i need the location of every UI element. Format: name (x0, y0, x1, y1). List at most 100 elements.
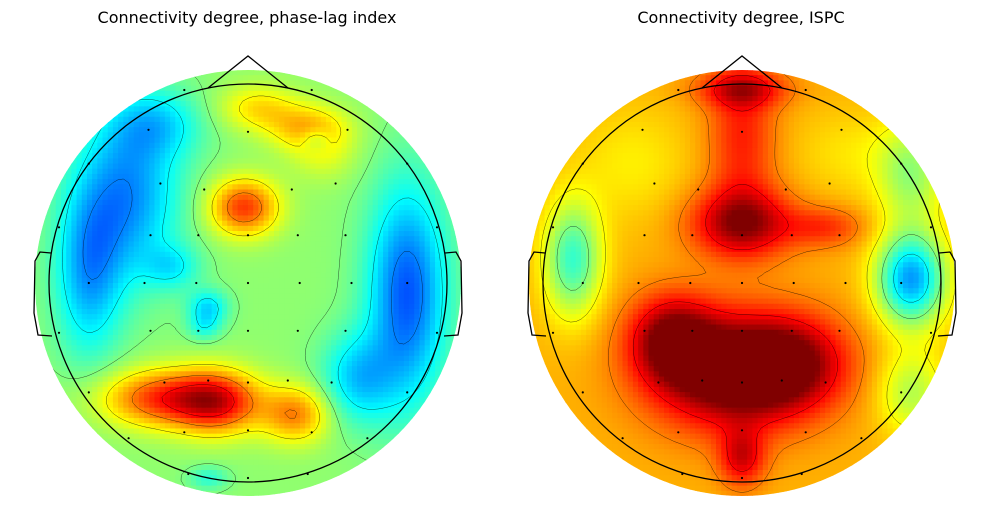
electrode-marker (290, 188, 293, 191)
electrode-marker (246, 130, 250, 133)
electrode-marker (246, 234, 250, 237)
nose-outline (207, 55, 289, 89)
electrode-marker (689, 281, 692, 285)
electrode-marker (296, 329, 299, 332)
electrode-marker (183, 431, 186, 434)
electrode-marker (149, 329, 152, 332)
electrode-marker (143, 281, 146, 285)
electrode-marker (87, 281, 90, 285)
electrode-marker (296, 234, 299, 237)
electrode-marker (677, 431, 680, 434)
electrode-marker (581, 281, 584, 285)
electrode-marker (298, 281, 301, 285)
electrode-marker (149, 234, 152, 237)
electrode-marker (929, 226, 933, 229)
electrode-marker (790, 234, 793, 237)
electrode-marker (740, 130, 744, 133)
electrode-marker (740, 329, 744, 332)
topomap-panel-phase-lag-index: Connectivity degree, phase-lag index (0, 0, 494, 506)
electrode-marker (740, 476, 744, 480)
electrode-marker (581, 391, 584, 394)
electrode-marker (366, 437, 369, 440)
electrode-marker (344, 234, 347, 237)
electrode-marker (929, 331, 933, 334)
chart-title: Connectivity degree, phase-lag index (97, 8, 397, 27)
electrode-marker (643, 329, 646, 332)
electrode-marker (691, 329, 694, 332)
electrode-marker (406, 391, 409, 394)
electrode-marker (87, 391, 90, 394)
electrode-marker (838, 234, 841, 237)
chart-title: Connectivity degree, ISPC (637, 8, 845, 27)
electrode-marker (657, 381, 660, 384)
electrode-marker (677, 88, 680, 92)
electrode-marker (183, 88, 186, 92)
electrode-marker (246, 329, 250, 332)
electrode-marker (406, 281, 409, 285)
electrode-marker (792, 281, 795, 285)
topomap-panel-ispc: Connectivity degree, ISPC (494, 0, 988, 506)
electrode-marker (435, 331, 439, 334)
electrode-marker (824, 381, 827, 384)
electrode-marker (621, 437, 624, 440)
electrode-marker (127, 437, 130, 440)
electrode-marker (310, 431, 313, 434)
electrode-marker (246, 429, 250, 432)
electrode-marker (246, 381, 250, 384)
electrode-marker (900, 281, 903, 285)
electrode-marker (159, 182, 162, 185)
left-ear-outline (527, 251, 547, 337)
electrode-marker (197, 329, 200, 332)
nose-outline (701, 55, 783, 89)
electrode-marker (828, 182, 831, 185)
right-ear-outline (937, 251, 957, 337)
electrode-marker (784, 188, 787, 191)
right-ear-outline (443, 251, 463, 337)
electrode-marker (860, 437, 863, 440)
electrode-marker (691, 234, 694, 237)
electrode-marker (844, 281, 847, 285)
electrode-marker (740, 429, 744, 432)
electrode-marker (330, 381, 333, 384)
electrode-marker (197, 234, 200, 237)
electrode-marker (207, 379, 210, 382)
electrode-marker (740, 281, 744, 285)
electrode-marker (163, 381, 166, 384)
electrode-marker (435, 226, 439, 229)
electrode-marker (195, 281, 198, 285)
electrode-marker (740, 381, 744, 384)
head-outline (542, 83, 942, 483)
electrode-marker (900, 391, 903, 394)
electrode-marker (344, 329, 347, 332)
topomap-phase-lag-index (33, 55, 463, 496)
electrode-marker (804, 431, 807, 434)
electrode-marker (551, 226, 555, 229)
electrode-marker (246, 281, 250, 285)
topomap-ispc (527, 55, 957, 496)
electrode-marker (643, 234, 646, 237)
electrode-marker (840, 128, 843, 131)
electrode-marker (637, 281, 640, 285)
topomap-field (529, 70, 955, 496)
electrode-marker (697, 188, 700, 191)
electrode-marker (346, 128, 349, 131)
electrode-marker (203, 188, 206, 191)
electrode-marker (57, 226, 61, 229)
electrode-marker (310, 88, 313, 92)
electrode-marker (653, 182, 656, 185)
left-ear-outline (33, 251, 53, 337)
head-outline (48, 83, 448, 483)
electrode-marker (350, 281, 353, 285)
electrode-marker (780, 379, 783, 382)
electrode-marker (740, 234, 744, 237)
electrode-marker (551, 331, 555, 334)
electrode-marker (147, 128, 150, 131)
electrode-marker (838, 329, 841, 332)
electrode-marker (286, 379, 289, 382)
electrode-marker (790, 329, 793, 332)
electrode-marker (334, 182, 337, 185)
contour-lines (540, 70, 955, 493)
electrode-marker (701, 379, 704, 382)
electrode-marker (641, 128, 644, 131)
electrode-marker (246, 476, 250, 480)
